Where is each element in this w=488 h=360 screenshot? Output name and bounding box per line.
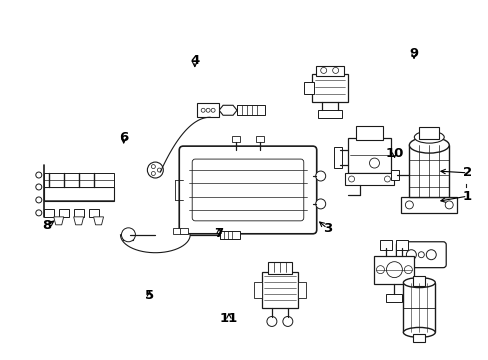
Bar: [297, 282, 305, 298]
Bar: [419, 127, 438, 139]
Bar: [344, 173, 394, 185]
Bar: [267, 262, 291, 274]
Polygon shape: [54, 217, 63, 225]
Bar: [173, 228, 181, 234]
Circle shape: [417, 252, 424, 258]
Circle shape: [376, 266, 384, 274]
Text: 9: 9: [408, 47, 418, 60]
Polygon shape: [93, 217, 103, 225]
Circle shape: [151, 171, 155, 175]
Circle shape: [206, 108, 210, 112]
Circle shape: [201, 108, 205, 112]
Bar: [412, 276, 425, 285]
Bar: [59, 209, 68, 217]
Bar: [232, 136, 240, 142]
Circle shape: [426, 250, 435, 260]
Ellipse shape: [403, 278, 434, 288]
Bar: [401, 197, 456, 213]
Bar: [303, 82, 313, 94]
FancyBboxPatch shape: [179, 146, 316, 234]
Circle shape: [157, 168, 161, 172]
Bar: [44, 187, 113, 201]
Bar: [88, 209, 99, 217]
FancyBboxPatch shape: [192, 159, 303, 221]
Bar: [315, 67, 343, 76]
Text: 2: 2: [462, 166, 471, 179]
Circle shape: [386, 262, 402, 278]
Circle shape: [147, 162, 163, 178]
Circle shape: [405, 201, 412, 209]
Circle shape: [404, 266, 411, 274]
Circle shape: [36, 184, 41, 190]
Bar: [408, 145, 448, 197]
Circle shape: [332, 67, 338, 73]
Circle shape: [348, 176, 354, 182]
Circle shape: [211, 108, 215, 112]
Circle shape: [315, 171, 325, 181]
Polygon shape: [219, 105, 237, 115]
Polygon shape: [74, 217, 83, 225]
Circle shape: [444, 201, 452, 209]
Text: 11: 11: [219, 311, 238, 325]
Circle shape: [36, 197, 41, 203]
Bar: [380, 240, 392, 250]
Bar: [311, 75, 347, 102]
Bar: [253, 282, 262, 298]
Circle shape: [121, 228, 135, 242]
Bar: [44, 173, 113, 187]
Bar: [317, 110, 341, 118]
Text: 4: 4: [190, 54, 199, 67]
FancyBboxPatch shape: [396, 242, 446, 268]
Circle shape: [320, 67, 326, 73]
Circle shape: [282, 316, 292, 327]
Bar: [197, 103, 219, 117]
Circle shape: [266, 316, 276, 327]
Ellipse shape: [413, 131, 443, 143]
Bar: [396, 240, 407, 250]
Bar: [255, 136, 264, 142]
Ellipse shape: [408, 137, 448, 153]
Bar: [44, 209, 54, 217]
Circle shape: [36, 210, 41, 216]
Bar: [347, 138, 390, 173]
Circle shape: [384, 176, 389, 182]
Bar: [74, 209, 83, 217]
Bar: [237, 105, 264, 115]
Bar: [123, 230, 133, 240]
Bar: [333, 147, 341, 168]
Text: 5: 5: [144, 289, 154, 302]
Text: 1: 1: [462, 190, 471, 203]
Bar: [412, 334, 425, 342]
Text: 3: 3: [322, 222, 331, 235]
Bar: [403, 283, 434, 332]
Bar: [355, 126, 383, 140]
Text: 8: 8: [42, 219, 52, 233]
Bar: [180, 228, 188, 234]
Circle shape: [369, 158, 379, 168]
Text: 7: 7: [214, 226, 224, 239]
Bar: [390, 170, 399, 180]
Bar: [220, 231, 240, 239]
Ellipse shape: [403, 328, 434, 337]
Circle shape: [151, 165, 155, 168]
Text: 10: 10: [385, 147, 403, 159]
Bar: [386, 293, 402, 302]
Text: 6: 6: [119, 131, 128, 144]
Circle shape: [406, 250, 415, 260]
Bar: [374, 256, 413, 284]
Circle shape: [315, 199, 325, 209]
Circle shape: [36, 172, 41, 178]
Bar: [262, 272, 297, 307]
